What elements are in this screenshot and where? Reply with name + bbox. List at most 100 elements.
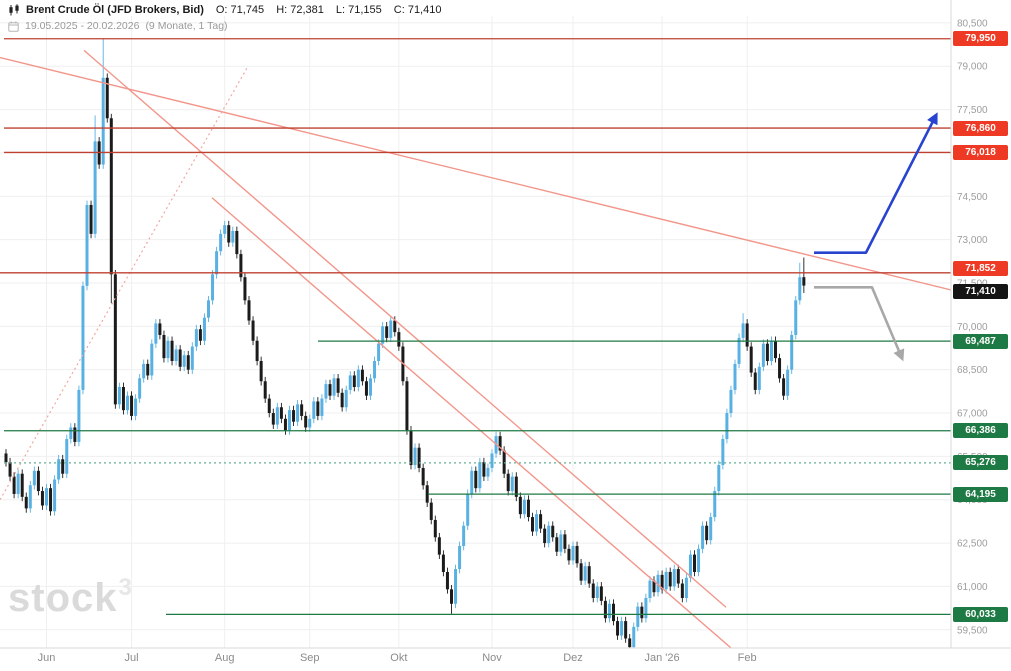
candle bbox=[61, 459, 65, 474]
candle bbox=[364, 381, 368, 396]
price-level-badge[interactable]: 76,860 bbox=[953, 120, 1008, 136]
broken-uptrend-line[interactable] bbox=[0, 65, 249, 501]
ohlc-close: C: 71,410 bbox=[393, 4, 442, 16]
price-level-badge[interactable]: 60,033 bbox=[953, 606, 1008, 622]
candle bbox=[482, 462, 486, 477]
candle bbox=[340, 392, 344, 408]
candle bbox=[24, 496, 28, 509]
downtrend-line-major[interactable] bbox=[0, 56, 952, 291]
y-axis-label: 71,500 bbox=[957, 278, 988, 289]
candle bbox=[450, 589, 453, 604]
candle bbox=[757, 366, 761, 390]
candle bbox=[126, 395, 129, 411]
candle bbox=[737, 337, 741, 364]
candle bbox=[413, 447, 417, 466]
x-axis-label: Jan '26 bbox=[645, 652, 680, 664]
price-level-badge[interactable]: 69,487 bbox=[953, 333, 1008, 349]
candle bbox=[198, 329, 202, 341]
candle bbox=[640, 606, 644, 619]
period-label: (9 Monate, 1 Tag) bbox=[145, 20, 228, 32]
candle bbox=[279, 407, 283, 419]
candle bbox=[539, 514, 543, 529]
candle bbox=[101, 77, 105, 165]
candle bbox=[761, 343, 765, 367]
candle bbox=[89, 204, 93, 234]
candle bbox=[531, 517, 534, 532]
candle bbox=[211, 274, 215, 301]
candle bbox=[146, 363, 150, 376]
candle bbox=[672, 569, 676, 587]
price-level-badge[interactable]: 66,386 bbox=[953, 423, 1008, 439]
candle bbox=[717, 465, 721, 492]
price-level-badge[interactable]: 64,195 bbox=[953, 486, 1008, 502]
candle bbox=[28, 485, 32, 509]
candle bbox=[445, 571, 449, 590]
candle bbox=[782, 378, 786, 396]
candle bbox=[559, 534, 563, 552]
candle bbox=[93, 141, 97, 234]
candle bbox=[652, 580, 656, 593]
candle bbox=[429, 502, 433, 520]
candle bbox=[316, 401, 320, 416]
candle bbox=[794, 300, 798, 335]
candle bbox=[664, 571, 668, 590]
candle bbox=[178, 349, 182, 367]
bullish-scenario-arrow[interactable] bbox=[814, 112, 938, 254]
candle bbox=[753, 372, 757, 390]
x-axis-label: Jun bbox=[38, 652, 56, 664]
candle bbox=[227, 225, 231, 243]
downtrend-channel-upper[interactable] bbox=[83, 49, 727, 608]
candle bbox=[405, 381, 409, 431]
candle bbox=[259, 361, 263, 382]
last-price-badge[interactable]: 71,410 bbox=[953, 284, 1008, 300]
candle bbox=[308, 418, 312, 428]
y-axis-label: 73,000 bbox=[957, 235, 988, 246]
x-axis-label: Sep bbox=[300, 652, 320, 664]
candle bbox=[579, 563, 583, 581]
candle bbox=[393, 320, 397, 333]
candle bbox=[73, 427, 77, 442]
candle bbox=[417, 447, 421, 468]
candle bbox=[506, 473, 510, 492]
candle bbox=[705, 525, 709, 541]
candle bbox=[632, 626, 636, 648]
candle bbox=[733, 363, 737, 390]
candle bbox=[555, 537, 559, 552]
candle bbox=[174, 349, 178, 362]
candle bbox=[798, 277, 802, 301]
x-axis-label: Dez bbox=[563, 652, 583, 664]
candle bbox=[16, 473, 20, 494]
candle bbox=[729, 389, 733, 414]
price-level-badge[interactable]: 76,018 bbox=[953, 144, 1008, 160]
candle bbox=[45, 488, 48, 506]
candle bbox=[170, 340, 174, 362]
candle bbox=[583, 566, 587, 581]
candle bbox=[150, 343, 154, 376]
y-axis-label: 74,500 bbox=[957, 192, 988, 203]
candle bbox=[166, 340, 170, 359]
price-level-badge[interactable]: 65,276 bbox=[953, 455, 1008, 471]
candle bbox=[186, 355, 190, 370]
candle bbox=[356, 369, 360, 388]
candle bbox=[348, 375, 352, 390]
price-level-badge[interactable]: 79,950 bbox=[953, 31, 1008, 47]
candle bbox=[571, 545, 575, 561]
candle bbox=[69, 427, 73, 440]
candle bbox=[381, 326, 385, 344]
candle bbox=[247, 300, 251, 321]
x-axis-label: Aug bbox=[215, 652, 235, 664]
candle bbox=[510, 476, 514, 492]
candle bbox=[271, 413, 275, 425]
candle bbox=[202, 317, 206, 341]
candle bbox=[8, 462, 12, 477]
candle bbox=[636, 606, 640, 627]
x-axis-label: Jul bbox=[125, 652, 139, 664]
candle bbox=[522, 499, 526, 515]
price-level-badge[interactable]: 71,852 bbox=[953, 261, 1008, 277]
candle bbox=[292, 410, 296, 422]
bearish-scenario-arrow[interactable] bbox=[814, 286, 905, 362]
candle bbox=[40, 491, 44, 506]
candle bbox=[769, 340, 773, 362]
